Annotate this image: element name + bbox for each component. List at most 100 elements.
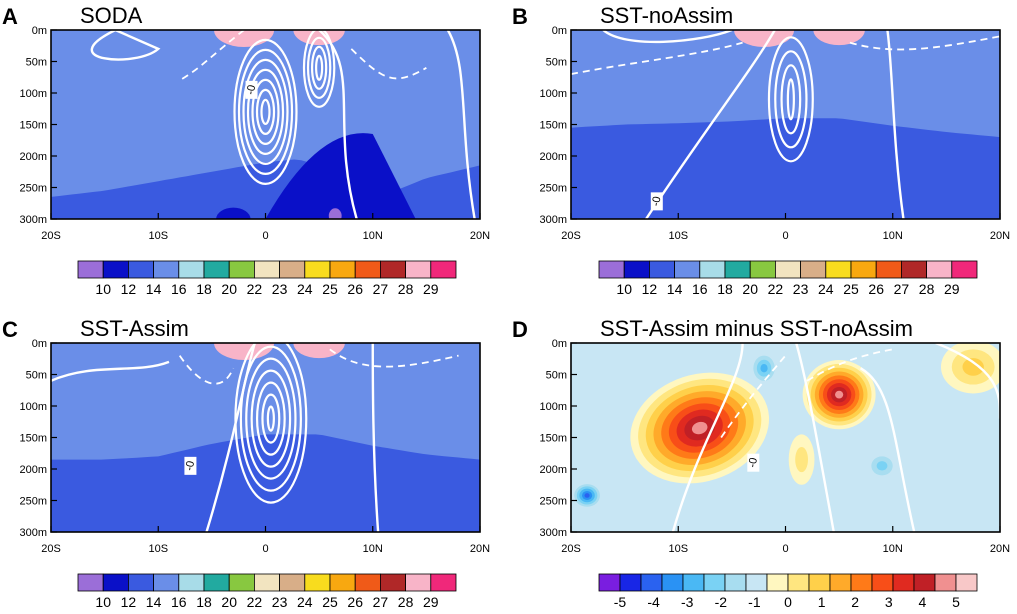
colorbar-swatch-c-11 — [354, 573, 381, 592]
current-contour-a-0 — [315, 54, 324, 81]
y-tick-label-c-0: 0m — [32, 338, 47, 350]
zero-contour-d-3 — [859, 367, 916, 532]
warm-pool-b-2 — [813, 30, 865, 46]
zero-contour-d — [671, 343, 744, 532]
y-tick-label-c-3: 150m — [19, 433, 47, 445]
colorbar-label-b-5: 20 — [742, 281, 758, 297]
y-tick-label-d-0: 0m — [552, 338, 567, 350]
colorbar-label-c-4: 18 — [196, 594, 212, 610]
colorbar-label-c-6: 22 — [247, 594, 263, 610]
colorbar-swatch-c-10 — [329, 573, 356, 592]
colorbar-label-b-11: 27 — [894, 281, 910, 297]
colorbar-label-d-3: -2 — [715, 594, 728, 610]
colorbar-label-d-5: 0 — [784, 594, 792, 610]
colorbar-label-d-1: -4 — [647, 594, 660, 610]
surface-contour-c — [51, 360, 170, 382]
colorbar-label-c-12: 28 — [398, 594, 414, 610]
plot-fill-a — [51, 30, 480, 219]
dashed-contour-a-2 — [350, 48, 427, 80]
colorbar-swatch-b-5 — [724, 260, 751, 279]
panel-c: C SST-Assim -0 0m 50m 100m 150m 200m 250m 300m… — [2, 316, 490, 610]
dashed-contour-a — [179, 30, 245, 82]
colorbar-swatch-b-12 — [901, 260, 928, 279]
colorbar-label-d-10: 5 — [952, 594, 960, 610]
side-contour-a — [90, 30, 161, 61]
current-contour-c-1 — [261, 393, 281, 444]
surface-contour-b — [602, 30, 733, 44]
warm-pool-b-1 — [734, 30, 795, 48]
colorbar-label-b-3: 16 — [692, 281, 708, 297]
dashed-contour-d — [720, 355, 787, 439]
y-tick-label-d-6: 300m — [539, 527, 567, 539]
colorbar-swatch-c-8 — [279, 573, 306, 592]
x-axis-c: 20S 10S 0 10N 20N — [41, 526, 490, 555]
colorbar-label-b-8: 24 — [818, 281, 834, 297]
colorbar-swatch-d-1 — [619, 573, 642, 592]
colorbar-c: 10 12 14 16 18 20 22 23 24 25 26 27 28 29 — [77, 573, 457, 610]
x-tick-label-c-4: 20N — [470, 543, 490, 555]
colorbar-swatch-b-7 — [775, 260, 802, 279]
y-tick-label-d-1: 50m — [546, 370, 567, 382]
colorbar-swatch-a-13 — [405, 260, 432, 279]
colorbar-swatch-a-10 — [329, 260, 356, 279]
svg-text:-0: -0 — [245, 84, 259, 96]
colorbar-swatch-a-4 — [178, 260, 205, 279]
colorbar-label-b-9: 25 — [843, 281, 859, 297]
y-tick-label-d-4: 200m — [539, 464, 567, 476]
x-tick-label-a-3: 10N — [363, 230, 383, 242]
x-axis-a: 20S 10S 0 10N 20N — [41, 213, 490, 242]
y-tick-label-b-4: 200m — [539, 151, 567, 163]
contours-a: -0 — [90, 30, 476, 219]
colorbar-swatch-a-6 — [228, 260, 255, 279]
cold-core-a-2 — [216, 207, 251, 219]
colorbar-label-d-7: 2 — [851, 594, 859, 610]
colorbar-label-d-8: 3 — [885, 594, 893, 610]
colorbar-label-a-0: 10 — [95, 281, 111, 297]
current-contour-c-4 — [245, 357, 297, 480]
y-tick-label-a-2: 100m — [19, 88, 47, 100]
colorbar-swatch-d-0 — [598, 573, 621, 592]
contours-b: -0 — [571, 30, 1000, 219]
colorbar-swatch-d-16 — [934, 573, 957, 592]
y-tick-label-a-5: 250m — [19, 183, 47, 195]
colorbar-swatch-a-8 — [279, 260, 306, 279]
colorbar-swatch-d-7 — [745, 573, 768, 592]
colorbar-d: -5 -4 -3 -2 -1 0 1 2 3 4 5 — [598, 573, 978, 610]
x-tick-label-a-0: 20S — [41, 230, 61, 242]
cold-core-a — [265, 133, 416, 219]
anomaly-6-level-2 — [876, 461, 888, 471]
x-tick-label-b-3: 10N — [883, 230, 903, 242]
x-tick-label-b-4: 20N — [990, 230, 1010, 242]
zero-contour-a — [318, 30, 358, 219]
colorbar-swatch-b-11 — [875, 260, 902, 279]
y-tick-label-d-3: 150m — [539, 433, 567, 445]
colorbar-swatch-c-0 — [77, 573, 104, 592]
current-contour-b-0 — [786, 78, 795, 121]
y-tick-label-a-3: 150m — [19, 120, 47, 132]
colorbar-swatch-a-3 — [153, 260, 180, 279]
colorbar-label-b-4: 18 — [717, 281, 733, 297]
colorbar-swatch-b-6 — [749, 260, 776, 279]
colorbar-swatch-b-0 — [598, 260, 625, 279]
colorbar-label-b-0: 10 — [616, 281, 632, 297]
colorbar-swatch-a-9 — [304, 260, 331, 279]
y-tick-label-b-5: 250m — [539, 183, 567, 195]
x-tick-label-d-4: 20N — [990, 543, 1010, 555]
colorbar-swatch-d-14 — [892, 573, 915, 592]
east-contour-b — [886, 30, 905, 219]
x-axis-d: 20S 10S 0 10N 20N — [561, 526, 1010, 555]
colorbar-swatch-a-5 — [203, 260, 230, 279]
y-axis-a: 0m 50m 100m 150m 200m 250m 300m — [19, 25, 57, 226]
colorbar-swatch-b-3 — [674, 260, 701, 279]
colorbar-swatch-a-0 — [77, 260, 104, 279]
colorbar-swatch-d-11 — [829, 573, 852, 592]
dashed-contour-c-2 — [329, 348, 459, 368]
colorbar-label-a-2: 14 — [146, 281, 162, 297]
colorbar-label-c-8: 24 — [297, 594, 313, 610]
colorbar-swatch-a-1 — [102, 260, 129, 279]
warm-pool-a-1 — [214, 30, 275, 48]
panel-label-d: D — [512, 317, 528, 342]
y-tick-label-b-2: 100m — [539, 88, 567, 100]
x-tick-label-d-1: 10S — [668, 543, 688, 555]
